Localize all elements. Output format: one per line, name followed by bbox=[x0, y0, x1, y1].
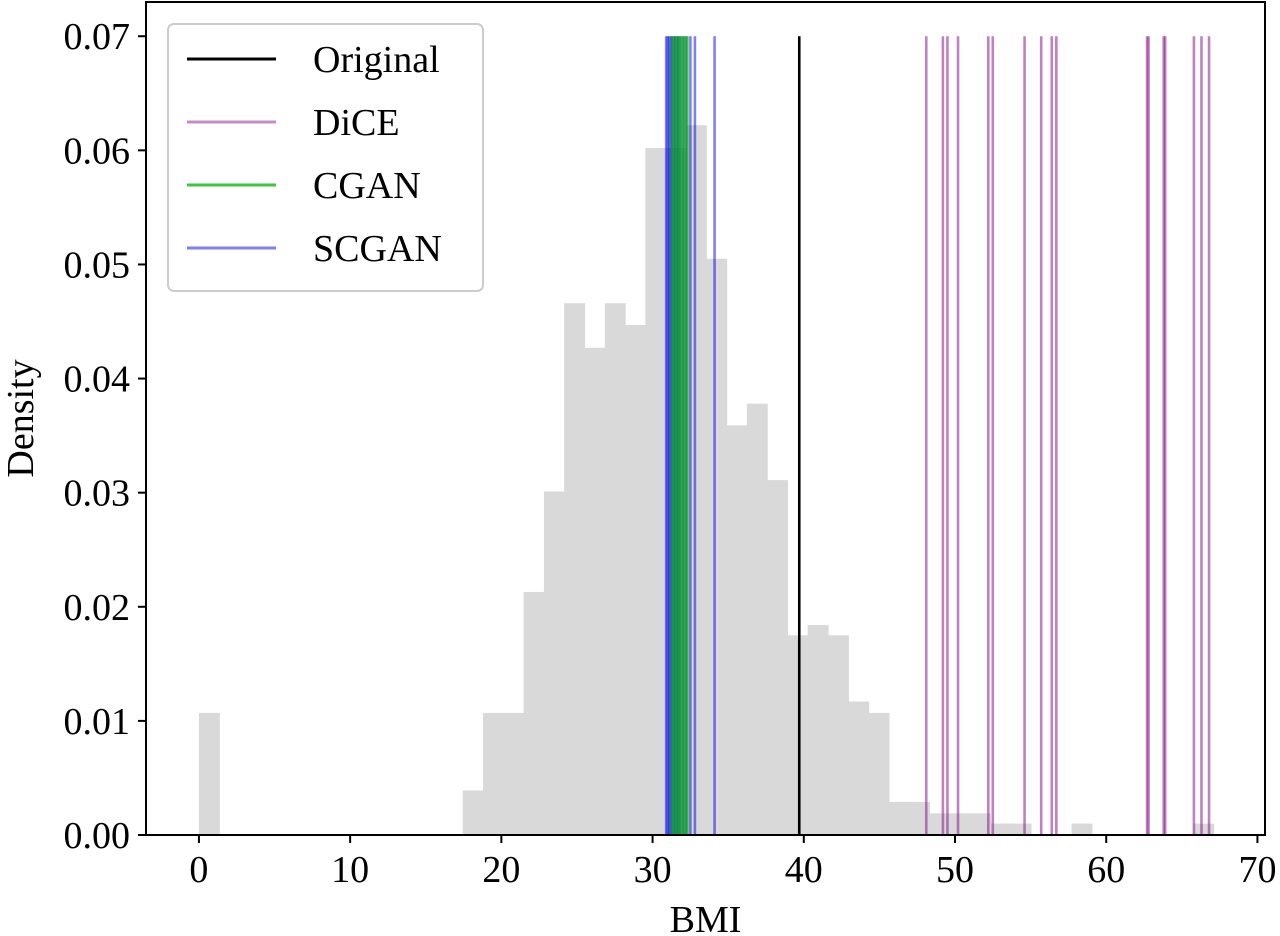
histogram-bar bbox=[584, 347, 606, 835]
x-axis-label: BMI bbox=[670, 899, 742, 936]
counterfactual-lines bbox=[664, 36, 1211, 835]
x-tick-label: 0 bbox=[189, 849, 208, 891]
y-tick-label: 0.02 bbox=[64, 587, 131, 629]
y-tick-label: 0.05 bbox=[64, 244, 131, 286]
histogram-bar bbox=[746, 403, 768, 835]
histogram-bar bbox=[1193, 823, 1215, 835]
histogram-bar bbox=[503, 712, 525, 835]
y-tick-label: 0.00 bbox=[64, 815, 131, 857]
y-tick-label: 0.04 bbox=[64, 359, 131, 401]
legend-label-original: Original bbox=[313, 39, 440, 81]
histogram-bar bbox=[787, 635, 809, 835]
histogram-bar bbox=[706, 258, 728, 835]
y-axis-label: Density bbox=[0, 359, 42, 477]
histogram-bar bbox=[807, 625, 829, 835]
histogram-bar bbox=[462, 790, 484, 835]
histogram-bar bbox=[564, 303, 586, 835]
histogram-bar bbox=[523, 591, 545, 835]
histogram-bar bbox=[625, 324, 646, 835]
histogram-bar bbox=[543, 491, 565, 835]
y-tick-label: 0.06 bbox=[64, 130, 131, 172]
histogram-bar bbox=[888, 801, 910, 835]
histogram-bar bbox=[726, 425, 748, 835]
x-tick-label: 70 bbox=[1238, 849, 1276, 891]
histogram-bar bbox=[828, 635, 849, 835]
x-tick-label: 10 bbox=[331, 849, 369, 891]
x-tick-label: 40 bbox=[785, 849, 823, 891]
histogram-bar bbox=[949, 813, 971, 835]
y-tick-label: 0.03 bbox=[64, 473, 131, 515]
legend: Original DiCE CGAN SCGAN bbox=[167, 23, 484, 292]
histogram-bar bbox=[848, 701, 870, 835]
histogram-bar bbox=[868, 712, 890, 835]
y-tick-label: 0.07 bbox=[64, 16, 131, 58]
histogram-bar bbox=[198, 712, 220, 835]
y-axis: 0.00 0.01 0.02 0.03 0.04 0.05 0.06 0.07 bbox=[64, 16, 146, 857]
histogram-bar bbox=[645, 148, 667, 835]
y-tick-label: 0.01 bbox=[64, 701, 131, 743]
legend-label-scgan: SCGAN bbox=[313, 228, 442, 270]
x-tick-label: 50 bbox=[936, 849, 974, 891]
histogram-bar bbox=[990, 823, 1012, 835]
histogram-bar bbox=[604, 303, 626, 835]
histogram-bar bbox=[909, 801, 931, 835]
histogram-bar bbox=[483, 712, 504, 835]
histogram-bars bbox=[198, 125, 1215, 836]
histogram-bar bbox=[970, 813, 991, 835]
legend-label-dice: DiCE bbox=[313, 102, 400, 144]
histogram-bar bbox=[1010, 823, 1032, 835]
x-axis: 0 10 20 30 40 50 60 70 bbox=[189, 835, 1276, 891]
plot-frame bbox=[145, 1, 1266, 836]
histogram-bar bbox=[929, 813, 951, 835]
x-tick-label: 20 bbox=[482, 849, 520, 891]
histogram-bar bbox=[767, 480, 789, 835]
histogram-bar bbox=[1071, 823, 1093, 835]
x-tick-label: 60 bbox=[1087, 849, 1125, 891]
legend-label-cgan: CGAN bbox=[313, 165, 421, 207]
x-tick-label: 30 bbox=[634, 849, 672, 891]
legend-box bbox=[167, 23, 484, 292]
